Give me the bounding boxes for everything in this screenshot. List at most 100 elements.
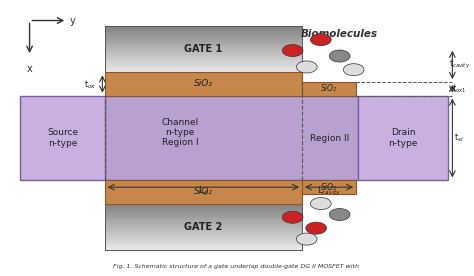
Bar <box>105 233 302 234</box>
Bar <box>105 58 302 59</box>
Bar <box>105 246 302 247</box>
Bar <box>105 60 302 61</box>
Bar <box>105 235 302 236</box>
Circle shape <box>310 34 331 46</box>
Bar <box>105 67 302 68</box>
Bar <box>105 61 302 62</box>
Bar <box>105 215 302 216</box>
Bar <box>105 68 302 69</box>
Bar <box>105 212 302 213</box>
Bar <box>302 82 356 96</box>
Text: SiO₂: SiO₂ <box>194 187 213 196</box>
Text: Source
n-type: Source n-type <box>47 128 78 148</box>
Bar <box>105 223 302 224</box>
Bar <box>105 37 302 38</box>
Bar <box>105 52 302 53</box>
Text: Biomolecules: Biomolecules <box>301 29 378 39</box>
Bar <box>105 243 302 245</box>
Text: t$_{cavity}$: t$_{cavity}$ <box>449 58 470 71</box>
Text: L$_{cavity}$: L$_{cavity}$ <box>317 185 342 198</box>
Bar <box>105 62 302 63</box>
Bar <box>105 227 302 228</box>
Bar <box>105 48 302 49</box>
Bar <box>105 239 302 240</box>
Bar <box>105 221 302 222</box>
Bar <box>105 226 302 227</box>
Bar <box>105 29 302 30</box>
Bar <box>105 57 302 58</box>
Bar <box>105 41 302 42</box>
Bar <box>105 236 302 237</box>
Bar <box>105 204 302 250</box>
Bar <box>105 204 302 205</box>
Text: SiO₂: SiO₂ <box>321 183 337 192</box>
Bar <box>105 71 302 72</box>
Bar <box>105 53 302 54</box>
Bar <box>105 70 302 71</box>
Text: L$_g$: L$_g$ <box>198 185 209 198</box>
Bar <box>105 210 302 211</box>
Bar <box>105 205 302 206</box>
Bar <box>105 27 302 28</box>
Bar <box>105 39 302 40</box>
Bar <box>105 222 302 223</box>
Bar <box>105 240 302 241</box>
Bar <box>105 36 302 37</box>
Bar <box>105 219 302 220</box>
Bar <box>105 241 302 242</box>
Text: Drain
n-type: Drain n-type <box>388 128 418 148</box>
Bar <box>302 180 356 194</box>
Circle shape <box>310 198 331 209</box>
Text: GATE 2: GATE 2 <box>184 222 222 232</box>
Bar <box>105 224 302 225</box>
Bar <box>105 216 302 217</box>
Text: SiO₂: SiO₂ <box>321 84 337 93</box>
Bar <box>105 28 302 29</box>
Bar <box>20 96 105 180</box>
Circle shape <box>329 50 350 62</box>
Bar <box>105 213 302 214</box>
Circle shape <box>283 44 303 57</box>
Bar <box>105 69 302 70</box>
Bar <box>105 38 302 39</box>
Bar <box>105 218 302 219</box>
Bar <box>105 208 302 209</box>
Bar <box>105 238 302 239</box>
Text: Fig. 1. Schematic structure of a gate underlap double-gate DG II MOSFET with: Fig. 1. Schematic structure of a gate un… <box>113 264 359 269</box>
Bar <box>105 247 302 248</box>
Bar <box>105 49 302 50</box>
Bar <box>105 234 302 235</box>
Bar <box>105 59 302 60</box>
Bar <box>105 180 302 204</box>
Bar <box>105 34 302 35</box>
Bar <box>105 50 302 51</box>
Bar <box>105 206 302 207</box>
Bar <box>105 43 302 44</box>
Bar <box>105 207 302 208</box>
Text: y: y <box>70 15 75 25</box>
Bar <box>105 26 302 27</box>
Bar <box>105 42 302 43</box>
Text: t$_{si}$: t$_{si}$ <box>455 132 465 144</box>
Bar <box>105 56 302 57</box>
Bar <box>105 225 302 226</box>
Bar <box>105 44 302 46</box>
Bar <box>105 40 302 41</box>
Bar <box>105 229 302 230</box>
Text: t$_{ox1}$: t$_{ox1}$ <box>452 83 466 95</box>
Circle shape <box>306 222 327 234</box>
Bar <box>105 237 302 238</box>
Text: Channel
n-type
Region I: Channel n-type Region I <box>161 118 199 147</box>
Text: t$_{ox}$: t$_{ox}$ <box>84 78 97 91</box>
Bar <box>105 33 302 34</box>
Circle shape <box>343 64 364 76</box>
Bar <box>105 55 302 56</box>
Bar <box>105 46 302 47</box>
Circle shape <box>283 211 303 223</box>
Bar <box>105 242 302 243</box>
Bar <box>105 26 302 72</box>
Bar <box>105 66 302 67</box>
Text: Region II: Region II <box>310 134 349 142</box>
Bar <box>105 51 302 52</box>
Bar <box>105 214 302 215</box>
